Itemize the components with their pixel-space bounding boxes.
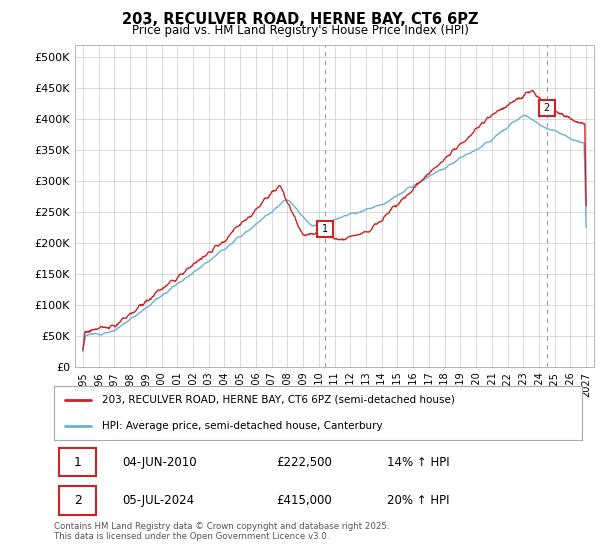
Text: 05-JUL-2024: 05-JUL-2024 <box>122 494 195 507</box>
Text: HPI: Average price, semi-detached house, Canterbury: HPI: Average price, semi-detached house,… <box>101 421 382 431</box>
Text: 20% ↑ HPI: 20% ↑ HPI <box>386 494 449 507</box>
Text: 203, RECULVER ROAD, HERNE BAY, CT6 6PZ (semi-detached house): 203, RECULVER ROAD, HERNE BAY, CT6 6PZ (… <box>101 395 454 405</box>
Text: Price paid vs. HM Land Registry's House Price Index (HPI): Price paid vs. HM Land Registry's House … <box>131 24 469 36</box>
Text: 1: 1 <box>74 455 82 469</box>
Text: Contains HM Land Registry data © Crown copyright and database right 2025.
This d: Contains HM Land Registry data © Crown c… <box>54 522 389 542</box>
Text: 1: 1 <box>322 224 328 234</box>
Text: £222,500: £222,500 <box>276 455 332 469</box>
Text: 04-JUN-2010: 04-JUN-2010 <box>122 455 197 469</box>
Text: 203, RECULVER ROAD, HERNE BAY, CT6 6PZ: 203, RECULVER ROAD, HERNE BAY, CT6 6PZ <box>122 12 478 27</box>
Text: 2: 2 <box>74 494 82 507</box>
FancyBboxPatch shape <box>59 486 96 515</box>
FancyBboxPatch shape <box>59 447 96 477</box>
Text: 2: 2 <box>544 102 550 113</box>
Text: 14% ↑ HPI: 14% ↑ HPI <box>386 455 449 469</box>
Text: £415,000: £415,000 <box>276 494 332 507</box>
